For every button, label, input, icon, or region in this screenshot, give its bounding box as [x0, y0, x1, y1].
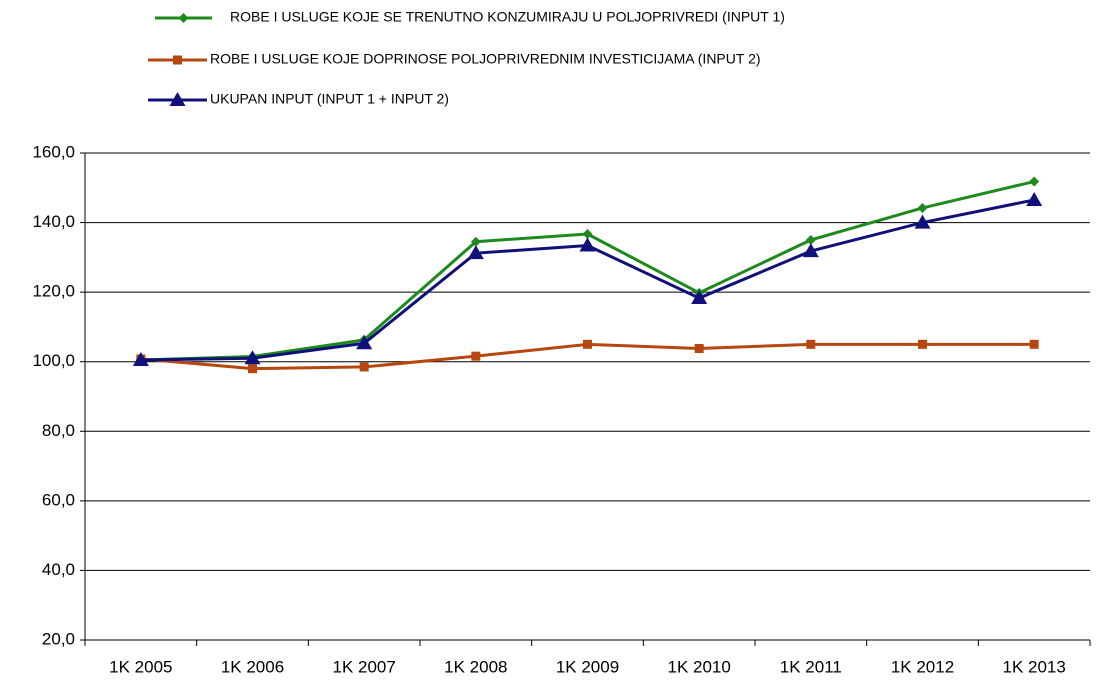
marker [694, 343, 704, 353]
y-tick-label: 160,0 [32, 142, 75, 161]
marker [1026, 191, 1043, 206]
marker [356, 335, 373, 350]
legend-marker [173, 55, 182, 65]
y-tick-label: 140,0 [32, 212, 75, 231]
marker [802, 243, 819, 258]
marker [582, 229, 593, 240]
x-tick-label: 1K 2008 [444, 657, 507, 676]
marker [467, 245, 484, 260]
marker [579, 237, 596, 252]
legend-label: UKUPAN INPUT (INPUT 1 + INPUT 2) [210, 91, 449, 107]
y-tick-label: 80,0 [42, 421, 75, 440]
legend-marker [169, 92, 186, 106]
marker [132, 351, 149, 366]
series-line [140, 180, 1035, 362]
marker [583, 339, 592, 349]
x-tick-label: 1K 2006 [221, 657, 284, 676]
x-tick-label: 1K 2007 [332, 657, 395, 676]
marker [471, 351, 481, 361]
legend-label: ROBE I USLUGE KOJE DOPRINOSE POLJOPRIVRE… [210, 51, 761, 67]
x-tick-label: 1K 2012 [891, 657, 954, 676]
legend-label: ROBE I USLUGE KOJE SE TRENUTNO KONZUMIRA… [230, 9, 785, 25]
marker [806, 339, 816, 349]
marker [805, 234, 816, 245]
x-tick-label: 1K 2009 [556, 657, 619, 676]
marker [1029, 176, 1040, 187]
y-tick-label: 60,0 [42, 490, 75, 509]
y-tick-label: 100,0 [32, 351, 75, 370]
marker [1029, 339, 1039, 349]
x-tick-label: 1K 2010 [667, 657, 730, 676]
marker [470, 236, 481, 247]
marker [248, 364, 257, 374]
marker [917, 202, 928, 213]
marker [691, 290, 708, 305]
marker [359, 362, 369, 372]
y-tick-label: 120,0 [32, 282, 75, 301]
y-tick-label: 40,0 [42, 560, 75, 579]
x-tick-label: 1K 2005 [109, 657, 172, 676]
legend-marker [178, 13, 189, 23]
marker [914, 214, 931, 229]
marker [918, 339, 927, 349]
marker [244, 350, 261, 365]
y-tick-label: 20,0 [42, 629, 75, 648]
x-tick-label: 1K 2011 [780, 657, 842, 676]
series-line [140, 198, 1035, 362]
x-tick-label: 1K 2013 [1002, 657, 1065, 676]
